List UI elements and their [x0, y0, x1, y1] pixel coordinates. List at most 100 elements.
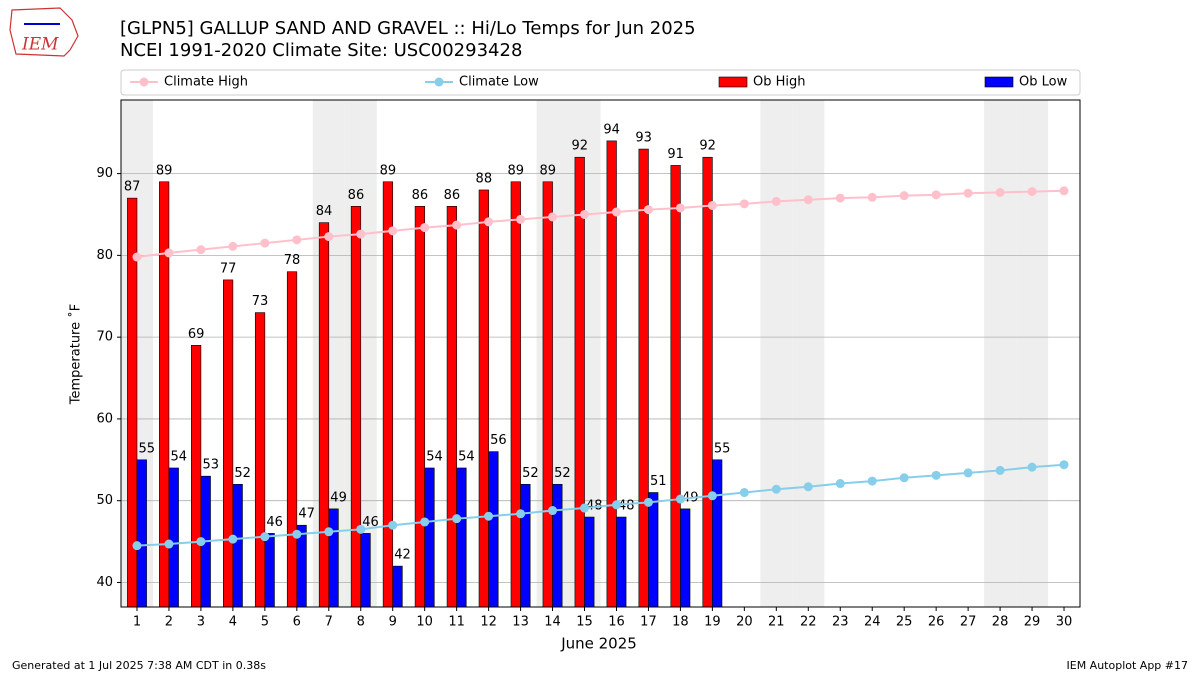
x-tick-label: 17: [640, 615, 657, 630]
y-tick-label: 40: [96, 575, 113, 590]
point: [228, 241, 238, 251]
x-tick-label: 13: [512, 615, 529, 630]
data-label: 93: [635, 131, 652, 146]
y-axis-label: Temperature ˚F: [68, 304, 84, 405]
point: [292, 529, 302, 539]
data-label: 52: [234, 466, 251, 481]
data-label: 51: [650, 474, 667, 489]
bar: [191, 345, 202, 608]
point: [835, 479, 845, 489]
point: [675, 203, 685, 213]
chart-subtitle: NCEI 1991-2020 Climate Site: USC00293428: [120, 40, 522, 61]
data-label: 49: [330, 490, 347, 505]
bar: [414, 206, 425, 608]
point: [611, 207, 621, 217]
data-label: 88: [476, 171, 493, 186]
data-label: 52: [522, 466, 539, 481]
bar: [712, 459, 723, 608]
point: [931, 190, 941, 200]
point: [739, 199, 749, 209]
bar: [382, 181, 394, 608]
x-tick-label: 1: [133, 615, 141, 630]
weekend-shade: [1016, 100, 1049, 607]
point: [260, 532, 270, 542]
bar: [648, 492, 659, 608]
data-label: 86: [444, 188, 461, 203]
bar: [478, 189, 489, 608]
data-label: 56: [490, 433, 507, 448]
data-label: 53: [202, 458, 219, 473]
point: [995, 187, 1005, 197]
logo-outline: [9, 7, 79, 57]
bar: [584, 516, 595, 608]
x-tick-label: 22: [800, 615, 817, 630]
data-label: 94: [603, 122, 620, 137]
bar: [552, 484, 563, 608]
bar: [222, 279, 234, 608]
point: [771, 196, 781, 206]
bar: [680, 508, 691, 608]
data-label: 89: [508, 163, 525, 178]
point: [516, 509, 526, 519]
bar: [424, 467, 435, 608]
bar: [286, 271, 298, 608]
x-tick-label: 20: [736, 615, 753, 630]
y-tick-label: 60: [96, 411, 113, 426]
x-tick-label: 7: [325, 615, 333, 630]
x-tick-label: 16: [608, 615, 625, 630]
point: [356, 229, 366, 239]
bar: [168, 467, 179, 608]
bar: [360, 533, 371, 608]
point: [132, 252, 142, 262]
x-tick-label: 18: [672, 615, 689, 630]
legend-label: Climate Low: [459, 75, 539, 90]
x-tick-label: 24: [864, 615, 881, 630]
bar: [328, 508, 339, 608]
data-label: 77: [220, 261, 237, 276]
data-label: 87: [124, 180, 141, 195]
data-label: 46: [362, 515, 379, 530]
point: [963, 468, 973, 478]
point: [899, 473, 909, 483]
x-tick-label: 23: [832, 615, 849, 630]
x-tick-label: 15: [576, 615, 593, 630]
bar: [670, 165, 681, 608]
legend-patch: [718, 76, 748, 88]
x-tick-label: 26: [928, 615, 945, 630]
data-label: 92: [571, 139, 588, 154]
y-tick-label: 70: [96, 330, 113, 345]
point: [164, 248, 174, 258]
data-label: 86: [412, 188, 429, 203]
data-label: 89: [539, 163, 556, 178]
bar: [136, 459, 147, 608]
point: [388, 520, 398, 530]
point: [1027, 187, 1037, 197]
bar: [702, 156, 713, 608]
x-tick-label: 3: [197, 615, 205, 630]
point: [643, 205, 653, 215]
x-tick-label: 30: [1056, 615, 1073, 630]
point: [292, 235, 302, 245]
data-label: 48: [618, 499, 635, 514]
logo-text: IEM: [21, 35, 59, 55]
point: [803, 195, 813, 205]
point: [707, 200, 717, 210]
footer-right: IEM Autoplot App #17: [1067, 659, 1189, 672]
point: [388, 226, 398, 236]
legend-label: Ob Low: [1019, 75, 1068, 90]
data-label: 54: [170, 449, 187, 464]
point: [1059, 186, 1069, 196]
point: [164, 539, 174, 549]
x-tick-label: 28: [992, 615, 1009, 630]
bar: [520, 484, 531, 608]
data-label: 52: [554, 466, 571, 481]
point: [324, 232, 334, 242]
bar: [318, 222, 330, 608]
point: [643, 497, 653, 507]
y-tick-label: 80: [96, 248, 113, 263]
data-label: 73: [252, 294, 269, 309]
weekend-shade: [984, 100, 1017, 607]
x-tick-label: 29: [1024, 615, 1041, 630]
point: [611, 500, 621, 510]
x-tick-label: 25: [896, 615, 913, 630]
